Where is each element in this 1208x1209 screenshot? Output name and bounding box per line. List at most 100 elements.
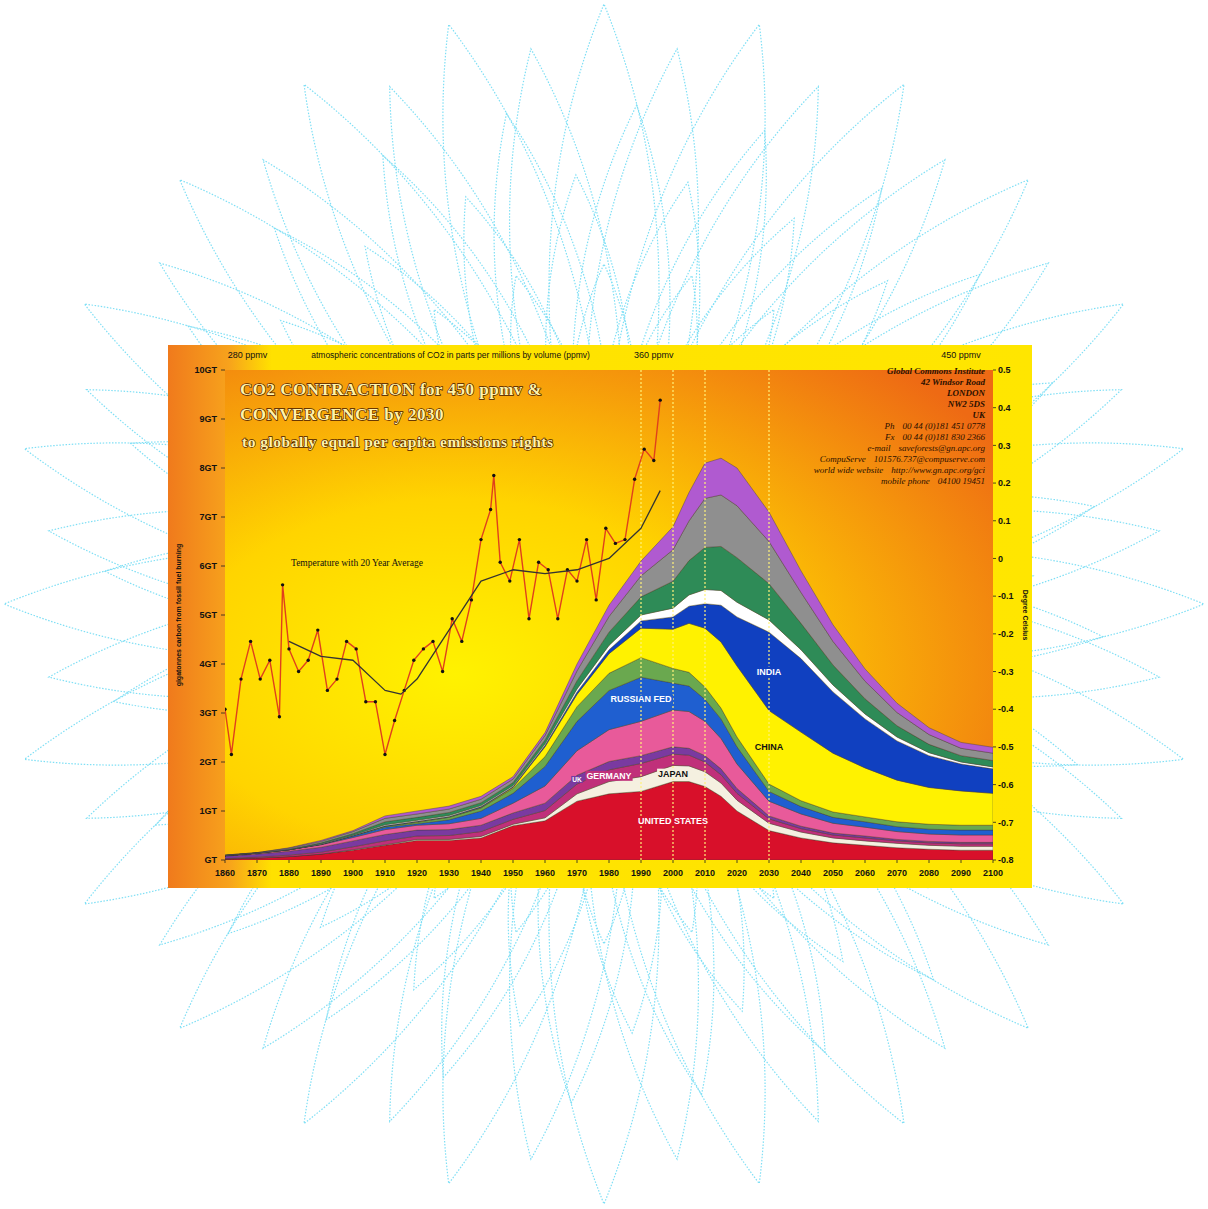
top-axis-title: atmospheric concentrations of CO2 in par… <box>311 350 590 360</box>
y-tick-label: 8GT <box>199 463 217 473</box>
temperature-point <box>508 579 511 582</box>
temperature-point <box>249 640 252 643</box>
y2-tick-label: -0.3 <box>998 667 1014 677</box>
temperature-point <box>364 700 367 703</box>
y2-tick-label: -0.8 <box>998 855 1014 865</box>
band-label-patch <box>571 776 583 783</box>
contact-line: LONDON <box>946 388 985 398</box>
y2-tick-label: -0.4 <box>998 704 1014 714</box>
band-label: JAPAN <box>657 769 689 779</box>
x-tick-label: 2090 <box>951 868 971 878</box>
x-tick-label: 1980 <box>599 868 619 878</box>
contact-value: 00 44 (0)181 451 0778 <box>903 421 986 431</box>
x-tick <box>321 860 322 863</box>
x-tick <box>641 860 642 863</box>
temperature-point <box>492 474 495 477</box>
contact-label: CompuServe <box>820 454 866 464</box>
y-tick-label: 2GT <box>199 757 217 767</box>
temperature-point <box>259 677 262 680</box>
axes: GT1GT2GT3GT4GT5GT6GT7GT8GT9GT10GT0.50.40… <box>175 350 1029 878</box>
temperature-point <box>383 753 386 756</box>
year-marker-line <box>672 370 673 860</box>
y2-tick <box>993 822 996 823</box>
y2-tick-label: 0.5 <box>998 365 1011 375</box>
x-tick-label: 2050 <box>823 868 843 878</box>
x-tick-label: 2030 <box>759 868 779 878</box>
x-tick <box>481 860 482 863</box>
y2-tick <box>993 558 996 559</box>
x-tick-label: 1950 <box>503 868 523 878</box>
x-tick-label: 1960 <box>535 868 555 878</box>
x-tick <box>705 860 706 863</box>
temperature-point <box>614 542 617 545</box>
year-marker-line <box>704 370 705 860</box>
band-label: UNITED STATES <box>637 816 709 826</box>
temperature-point <box>239 677 242 680</box>
temperature-point <box>527 617 530 620</box>
y2-tick-label: -0.5 <box>998 742 1014 752</box>
band-label: UK <box>571 776 583 783</box>
contact-value: http://www.gn.apc.org/gci <box>891 465 985 475</box>
y2-tick <box>993 596 996 597</box>
x-tick <box>929 860 930 863</box>
contact-value: 00 44 (0)181 830 2366 <box>903 432 986 442</box>
y2-tick <box>993 671 996 672</box>
temperature-point <box>287 647 290 650</box>
y2-tick <box>993 445 996 446</box>
chart-canvas: UNITED STATESJAPANGERMANYUKRUSSIAN FEDCH… <box>0 0 1208 1209</box>
x-tick-label: 2080 <box>919 868 939 878</box>
top-axis-label: 450 ppmv <box>941 350 981 360</box>
x-tick-label: 1970 <box>567 868 587 878</box>
temperature-point <box>281 583 284 586</box>
band-label-text: GERMANY <box>587 771 632 781</box>
x-tick-label: 2040 <box>791 868 811 878</box>
contact-label: Fx <box>884 432 895 442</box>
x-tick-label: 1930 <box>439 868 459 878</box>
contact-label: mobile phone <box>881 476 930 486</box>
x-tick-label: 1890 <box>311 868 331 878</box>
temperature-point <box>335 677 338 680</box>
y-tick <box>221 713 225 714</box>
text-line: CO2 CONTRACTION for 450 ppmv & <box>240 380 542 399</box>
y2-tick <box>993 746 996 747</box>
area-band <box>225 458 993 855</box>
temperature-line <box>289 491 660 695</box>
y2-tick-label: 0.1 <box>998 516 1011 526</box>
temperature-point <box>633 478 636 481</box>
y2-tick <box>993 633 996 634</box>
x-tick-label: 2000 <box>663 868 683 878</box>
temperature-point <box>326 689 329 692</box>
y-tick-label: 1GT <box>199 806 217 816</box>
x-tick-label: 1880 <box>279 868 299 878</box>
temperature-point <box>316 628 319 631</box>
chart-subtitle: to globally equal per capita emissions r… <box>242 433 554 450</box>
y2-tick-label: -0.1 <box>998 591 1014 601</box>
temperature-point <box>499 561 502 564</box>
temperature-point <box>585 538 588 541</box>
x-tick-label: 1860 <box>215 868 235 878</box>
contact-line: 42 Windsor Road <box>920 377 986 387</box>
chart-frame <box>168 345 1032 888</box>
temperature-point <box>595 598 598 601</box>
x-tick <box>449 860 450 863</box>
x-tick <box>961 860 962 863</box>
temperature-point <box>652 459 655 462</box>
y-tick-label: 3GT <box>199 708 217 718</box>
y-tick <box>221 370 225 371</box>
temperature-point <box>489 508 492 511</box>
band-label-text: RUSSIAN FED <box>610 694 672 704</box>
band-label-patch <box>637 816 709 826</box>
flower-background <box>4 4 1204 1204</box>
y-tick <box>221 664 225 665</box>
band-label-text: UK <box>572 776 582 783</box>
y2-tick <box>993 860 996 861</box>
y2-tick <box>993 520 996 521</box>
x-tick-label: 1870 <box>247 868 267 878</box>
temperature-point <box>547 568 550 571</box>
temperature-point <box>643 447 646 450</box>
y-tick <box>221 468 225 469</box>
band-label-patch <box>754 742 785 752</box>
y2-tick-label: -0.7 <box>998 818 1014 828</box>
temperature-point <box>537 561 540 564</box>
x-tick <box>833 860 834 863</box>
